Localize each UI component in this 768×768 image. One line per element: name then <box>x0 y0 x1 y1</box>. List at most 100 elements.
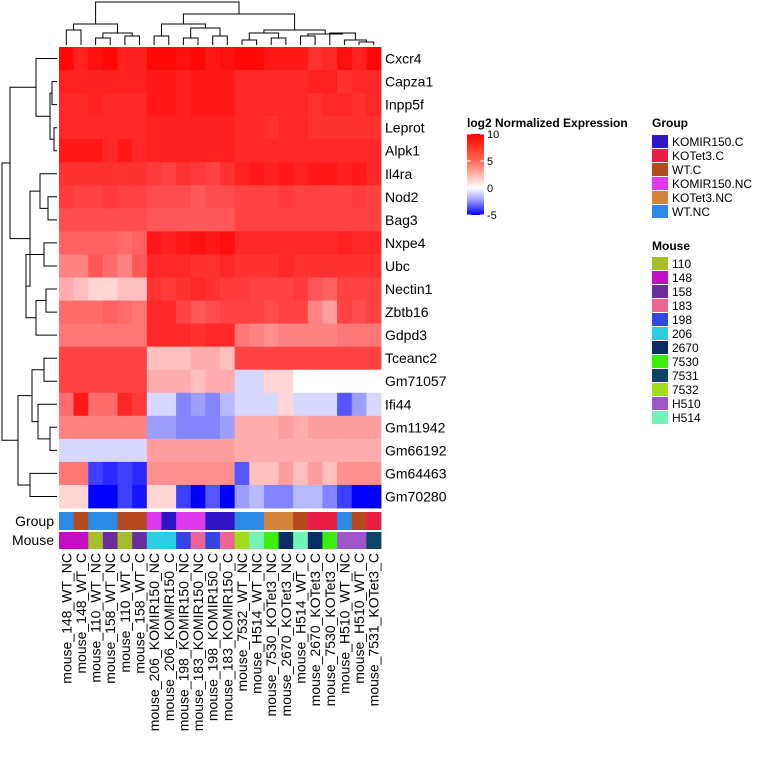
heatmap-cell <box>176 438 192 463</box>
annotation-cell <box>278 512 294 530</box>
annotation-cell <box>351 532 367 549</box>
heatmap-cell <box>351 346 367 371</box>
heatmap-cell <box>263 185 279 209</box>
annotation-cell <box>337 532 353 549</box>
legend-swatch <box>652 285 668 298</box>
heatmap-cell <box>337 484 353 509</box>
annotation-cell <box>73 532 89 549</box>
heatmap-cell <box>263 461 279 486</box>
heatmap-cell <box>117 392 133 417</box>
heatmap-cell <box>59 254 75 278</box>
heatmap-cell <box>366 323 382 348</box>
annotation-cell <box>205 532 221 549</box>
heatmap-cell <box>366 93 382 117</box>
heatmap-cell <box>307 346 323 371</box>
heatmap-cell <box>351 139 367 163</box>
heatmap-cell <box>293 254 309 278</box>
heatmap-cell <box>366 438 382 463</box>
heatmap-cell <box>117 323 133 348</box>
heatmap-cell <box>205 162 221 186</box>
sample-label: mouse_148_WT_NC <box>58 553 74 684</box>
heatmap-cell <box>190 346 206 371</box>
heatmap-cell <box>263 254 279 278</box>
heatmap-cell <box>263 438 279 463</box>
dendrogram-branch <box>358 41 375 45</box>
heatmap-cell <box>161 162 177 186</box>
heatmap-cell <box>146 346 162 371</box>
dendrogram-branch <box>53 127 57 152</box>
annotation-cell <box>132 532 148 549</box>
legend-label: 2670 <box>672 341 699 355</box>
heatmap-cell <box>132 93 148 117</box>
heatmap-cell <box>220 323 236 348</box>
heatmap-cell <box>220 438 236 463</box>
annotation-cell <box>146 512 162 530</box>
heatmap-cell <box>337 231 353 255</box>
heatmap-cell <box>337 323 353 348</box>
heatmap-cell <box>190 185 206 209</box>
heatmap-cell <box>102 254 118 278</box>
heatmap-cell <box>88 93 104 117</box>
heatmap-cell <box>205 231 221 255</box>
color-tick-label: 0 <box>487 183 493 195</box>
heatmap-cell <box>249 70 265 94</box>
heatmap-cell <box>220 369 236 394</box>
heatmap-cell <box>249 231 265 255</box>
heatmap-cell <box>366 346 382 371</box>
heatmap-cell <box>132 139 148 163</box>
heatmap-cell <box>263 231 279 255</box>
dendrogram-branch <box>182 37 199 45</box>
heatmap-cell <box>146 369 162 394</box>
heatmap-cell <box>117 369 133 394</box>
heatmap-cell <box>307 185 323 209</box>
heatmap-cell <box>263 139 279 163</box>
heatmap-cell <box>293 231 309 255</box>
heatmap-cell <box>249 300 265 324</box>
heatmap-cell <box>190 254 206 278</box>
sample-label: mouse_7531_KOTet3_C <box>366 553 382 706</box>
annotation-cell <box>351 512 367 530</box>
heatmap-cell <box>249 254 265 278</box>
heatmap-cell <box>322 323 338 348</box>
annotation-cell <box>176 532 192 549</box>
heatmap-cell <box>190 162 206 186</box>
heatmap-cell <box>190 438 206 463</box>
heatmap-cell <box>366 415 382 440</box>
annotation-cell <box>337 512 353 530</box>
heatmap-cell <box>102 47 118 71</box>
heatmap-cell <box>278 323 294 348</box>
heatmap-cell <box>278 70 294 94</box>
heatmap-cell <box>351 47 367 71</box>
legend-label: WT.NC <box>672 205 710 219</box>
annotation-cell <box>249 532 265 549</box>
heatmap-cell <box>146 139 162 163</box>
dendrogram-branch <box>37 403 57 440</box>
heatmap-cell <box>337 438 353 463</box>
heatmap-cell <box>73 369 89 394</box>
heatmap-cell <box>351 231 367 255</box>
heatmap-cell <box>337 461 353 486</box>
dendrogram-branch <box>45 288 57 313</box>
dendrogram-branch <box>212 35 228 45</box>
heatmap-cell <box>249 392 265 417</box>
heatmap-cell <box>351 484 367 509</box>
heatmap-cell <box>132 277 148 301</box>
dendrogram-branch <box>1 162 18 441</box>
heatmap-cell <box>351 185 367 209</box>
heatmap-cell <box>190 208 206 232</box>
gene-label: Capza1 <box>385 74 433 90</box>
heatmap-cell <box>293 139 309 163</box>
column-dendrogram <box>65 1 375 45</box>
heatmap-cell <box>117 254 133 278</box>
heatmap-cell <box>366 484 382 509</box>
group-legend-title: Group <box>652 116 688 130</box>
heatmap-cell <box>234 392 250 417</box>
annotation-cell <box>88 532 104 549</box>
heatmap-cell <box>249 116 265 140</box>
heatmap-cell <box>117 93 133 117</box>
heatmap-cell <box>59 277 75 301</box>
heatmap-cell <box>132 208 148 232</box>
dendrogram-branch <box>17 395 32 486</box>
heatmap-cell <box>73 139 89 163</box>
dendrogram-branch <box>153 35 170 45</box>
